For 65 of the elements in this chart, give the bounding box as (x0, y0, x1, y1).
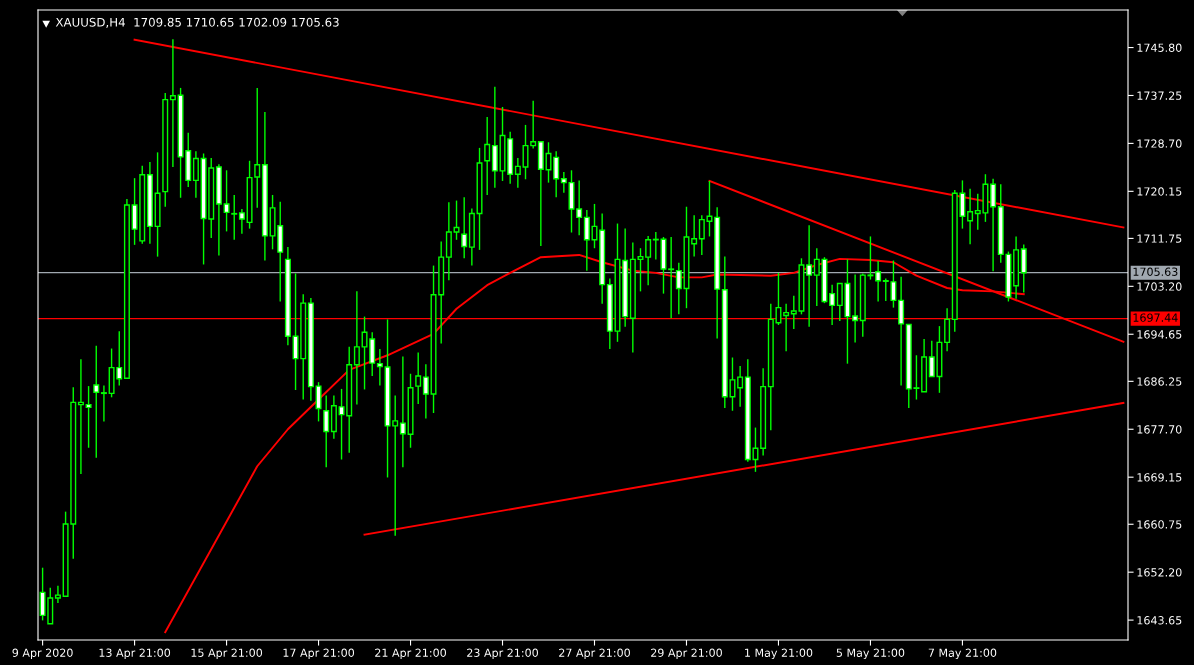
candlestick (231, 194, 238, 241)
x-tick-label: 21 Apr 21:00 (375, 648, 447, 660)
candlestick (1020, 243, 1027, 294)
candlestick (737, 365, 744, 408)
x-tick-label: 13 Apr 21:00 (99, 648, 171, 660)
candlestick (399, 355, 406, 469)
candlestick (576, 179, 583, 237)
candlestick (238, 208, 245, 235)
y-tick-label: 1711.75 (1137, 234, 1182, 243)
candlestick (54, 584, 61, 604)
ref-line-label: 1697.44 (1133, 313, 1178, 322)
text: XAUUSD,H4 1709.85 1710.65 1702.09 1705.63 (55, 17, 339, 28)
candlestick (852, 273, 859, 344)
candlestick (560, 171, 567, 194)
candlestick (668, 236, 675, 319)
candlestick (77, 358, 84, 475)
candlestick (353, 290, 360, 406)
candlestick (192, 150, 199, 199)
candlestick (415, 351, 422, 405)
y-tick-label: 1694.65 (1137, 330, 1182, 339)
candlestick (875, 260, 882, 303)
candlestick (376, 348, 383, 387)
x-tick-label: 29 Apr 21:00 (651, 648, 722, 660)
x-tick-label: 7 May 21:00 (928, 648, 997, 660)
y-tick-label: 1677.70 (1137, 425, 1182, 434)
x-tick-label: 17 Apr 21:00 (283, 648, 355, 660)
y-tick-label: 1745.80 (1137, 43, 1182, 52)
candlestick (583, 209, 590, 272)
y-tick-label: 1703.20 (1137, 282, 1182, 291)
y-tick-label: 1669.15 (1137, 473, 1182, 482)
x-tick-label: 5 May 21:00 (836, 648, 905, 660)
y-tick-label: 1686.25 (1137, 377, 1182, 386)
candlestick (93, 345, 100, 459)
y-tick-label: 1737.25 (1137, 91, 1182, 100)
candlestick (783, 303, 790, 353)
candlestick (691, 214, 698, 258)
candlestick (169, 38, 176, 168)
candlestick (944, 307, 951, 353)
y-tick-label: 1643.65 (1137, 616, 1182, 625)
x-tick-label: 9 Apr 2020 (12, 648, 73, 660)
candlestick (453, 199, 460, 241)
candlestick (829, 283, 836, 326)
candlestick (315, 381, 322, 423)
y-tick-label: 1660.75 (1137, 520, 1182, 529)
ref-line-label: 1705.63 (1133, 267, 1178, 276)
candlestick (461, 196, 468, 259)
x-tick-label: 15 Apr 21:00 (191, 648, 263, 660)
candlestick (484, 116, 491, 196)
x-tick-label: 27 Apr 21:00 (559, 648, 630, 660)
candlestick (645, 235, 652, 286)
candlestick (422, 363, 429, 420)
candlestick (898, 276, 905, 387)
candlestick (967, 188, 974, 245)
x-tick-label: 1 May 21:00 (745, 648, 813, 660)
candlestick (223, 169, 230, 233)
x-tick-label: 23 Apr 21:00 (467, 648, 538, 660)
candlestick (806, 224, 813, 328)
y-tick-label: 1652.20 (1137, 568, 1182, 577)
candlestick (100, 384, 107, 423)
candlestick (85, 385, 92, 449)
candlestick (990, 178, 997, 272)
y-tick-label: 1728.70 (1137, 139, 1182, 148)
candlestick (323, 394, 330, 469)
candlestick (514, 157, 521, 189)
y-tick-label: 1720.15 (1137, 187, 1182, 196)
